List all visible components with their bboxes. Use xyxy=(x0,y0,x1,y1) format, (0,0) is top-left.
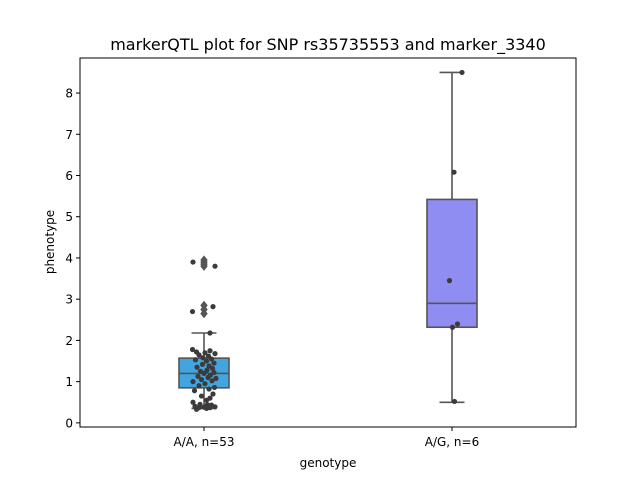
data-point xyxy=(192,403,198,409)
data-point xyxy=(197,368,204,374)
data-point xyxy=(190,399,196,405)
data-point xyxy=(198,393,205,399)
y-tick-label: 0 xyxy=(65,416,73,430)
y-tick-label: 6 xyxy=(65,169,73,183)
data-point xyxy=(451,169,457,175)
outlier-marker xyxy=(200,255,208,265)
data-point xyxy=(196,383,202,389)
outlier-marker xyxy=(200,300,208,311)
data-point xyxy=(190,259,196,265)
plot-area: 0 1 2 3 4 5 6 7 8 A/A, n=53 A/G, n=6 xyxy=(65,69,479,449)
data-point xyxy=(207,330,213,336)
y-tick-label: 7 xyxy=(65,128,73,142)
data-point xyxy=(190,379,196,385)
data-point xyxy=(191,388,198,394)
data-point xyxy=(209,378,215,384)
data-point xyxy=(210,304,216,310)
data-point xyxy=(202,381,208,387)
y-tick-label: 5 xyxy=(65,210,73,224)
data-point xyxy=(205,353,212,359)
y-tick-label: 8 xyxy=(65,87,73,101)
data-point xyxy=(192,357,199,363)
data-point xyxy=(204,367,210,373)
box-iqr xyxy=(426,198,478,329)
data-point xyxy=(202,350,208,356)
data-point xyxy=(199,361,206,367)
x-axis-label: genotype xyxy=(300,456,357,470)
x-tick-label: A/A, n=53 xyxy=(173,435,234,449)
data-point xyxy=(207,395,213,401)
data-point xyxy=(210,391,216,397)
data-point xyxy=(211,369,217,376)
data-point xyxy=(211,360,217,366)
data-point xyxy=(212,263,218,269)
y-tick-label: 2 xyxy=(65,334,73,348)
y-tick-label: 3 xyxy=(65,293,73,307)
data-point xyxy=(449,324,456,330)
axes-frame xyxy=(79,57,577,428)
data-point xyxy=(454,321,461,327)
data-point xyxy=(206,386,212,392)
data-point xyxy=(212,351,218,357)
chart-title: markerQTL plot for SNP rs35735553 and ma… xyxy=(110,35,546,55)
data-point xyxy=(193,349,200,355)
data-point xyxy=(203,358,210,364)
data-point xyxy=(451,398,458,405)
y-tick-label: 4 xyxy=(65,251,73,265)
data-point xyxy=(195,373,201,379)
data-point xyxy=(189,308,196,315)
data-point xyxy=(206,363,212,369)
data-point xyxy=(211,384,218,391)
data-point xyxy=(207,348,213,354)
data-point xyxy=(198,376,205,383)
data-point xyxy=(207,405,213,411)
data-point xyxy=(197,401,203,407)
data-point xyxy=(200,355,206,361)
data-point xyxy=(213,375,219,381)
data-point xyxy=(459,69,465,76)
data-point xyxy=(189,346,196,353)
x-tick-label: A/G, n=6 xyxy=(425,435,479,449)
data-point xyxy=(446,278,453,284)
y-axis-label: phenotype xyxy=(43,210,57,274)
data-point xyxy=(194,364,200,370)
y-tick-label: 1 xyxy=(65,375,73,389)
